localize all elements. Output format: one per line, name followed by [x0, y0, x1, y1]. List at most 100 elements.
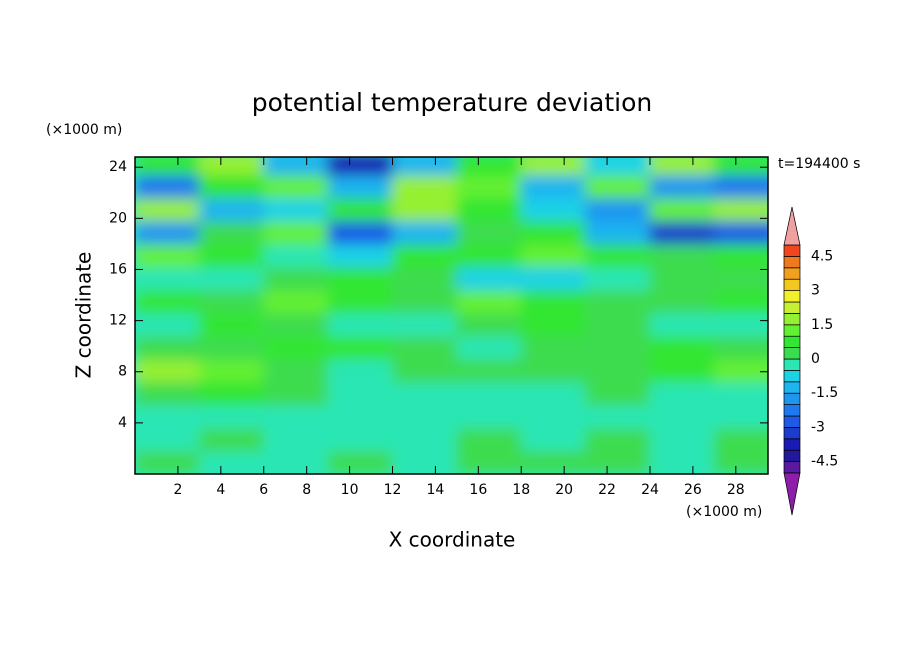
x-unit: (×1000 m): [686, 504, 762, 520]
colorbar-label: -4.5: [811, 454, 838, 470]
x-tick-label: 2: [173, 482, 182, 498]
field-cell: [391, 197, 458, 222]
y-tick-label: 16: [109, 261, 127, 277]
field-cell: [520, 312, 587, 337]
x-tick-label: 14: [426, 482, 444, 498]
colorbar-extend-high: [783, 206, 801, 246]
colorbar-box: [783, 244, 801, 257]
field-cell: [713, 174, 768, 199]
field-cell: [713, 450, 768, 474]
field-cell: [135, 197, 200, 222]
field-cell: [456, 220, 522, 245]
field-cell: [263, 404, 329, 429]
colorbar-box: [783, 290, 801, 303]
field-cell: [135, 381, 200, 406]
field-cell: [520, 174, 587, 199]
colorbar-label: 4.5: [811, 248, 833, 264]
field-cell: [391, 404, 458, 429]
x-tick-label: 28: [727, 482, 745, 498]
colorbar-box: [783, 278, 801, 291]
field-cell: [456, 427, 522, 452]
field-cell: [263, 157, 329, 176]
field-cell: [456, 312, 522, 337]
field-cell: [198, 404, 265, 429]
field-cell: [520, 358, 587, 383]
field-cell: [263, 312, 329, 337]
field-cell: [585, 450, 651, 474]
field-cell: [135, 312, 200, 337]
field-cell: [713, 243, 768, 268]
y-tick-label: 20: [109, 210, 127, 226]
field-cell: [391, 220, 458, 245]
colorbar-extend-low: [783, 472, 801, 516]
field-cell: [135, 157, 200, 176]
field-cell: [585, 220, 651, 245]
field-cell: [135, 289, 200, 314]
field-cell: [585, 157, 651, 176]
field-cell: [263, 266, 329, 291]
field-cell: [520, 266, 587, 291]
field-cell: [520, 335, 587, 360]
field-cell: [327, 174, 393, 199]
field-cell: [713, 266, 768, 291]
field-cell: [263, 220, 329, 245]
colorbar-box: [783, 358, 801, 371]
colorbar-box: [783, 427, 801, 440]
field-cell: [198, 427, 265, 452]
field-cell: [520, 381, 587, 406]
field-cell: [263, 174, 329, 199]
field-cell: [649, 335, 715, 360]
field-cell: [198, 197, 265, 222]
field-cell: [198, 289, 265, 314]
field-cell: [135, 243, 200, 268]
field-cell: [198, 243, 265, 268]
colorbar-box: [783, 267, 801, 280]
field-cell: [263, 427, 329, 452]
field-cell: [135, 266, 200, 291]
field-cell: [520, 427, 587, 452]
field-cell: [713, 157, 768, 176]
field-cell: [135, 335, 200, 360]
field-cell: [327, 197, 393, 222]
field-cell: [391, 450, 458, 474]
field-cell: [135, 404, 200, 429]
colorbar-label: 0: [811, 351, 820, 367]
field-cell: [391, 266, 458, 291]
field-cell: [327, 289, 393, 314]
field-cell: [456, 289, 522, 314]
field-cell: [391, 335, 458, 360]
field-cell: [327, 266, 393, 291]
field-cell: [327, 381, 393, 406]
x-tick-label: 24: [641, 482, 659, 498]
field-cell: [456, 358, 522, 383]
colorbar-box: [783, 381, 801, 394]
colorbar-box: [783, 438, 801, 451]
colorbar-box: [783, 392, 801, 405]
field-cell: [456, 197, 522, 222]
field-cell: [456, 404, 522, 429]
x-tick-label: 4: [216, 482, 225, 498]
x-tick-label: 26: [684, 482, 702, 498]
field-cell: [327, 404, 393, 429]
field-cell: [198, 266, 265, 291]
field-cell: [520, 220, 587, 245]
field-cell: [327, 220, 393, 245]
x-tick-label: 16: [469, 482, 487, 498]
field-cell: [456, 157, 522, 176]
plot-frame: [134, 156, 769, 475]
field-cell: [649, 427, 715, 452]
colorbar-box: [783, 370, 801, 383]
field-cell: [520, 197, 587, 222]
field-cell: [391, 243, 458, 268]
field-cell: [263, 243, 329, 268]
field-cell: [713, 312, 768, 337]
field-cell: [327, 335, 393, 360]
field-cell: [263, 335, 329, 360]
field-cell: [520, 450, 587, 474]
field-cell: [327, 243, 393, 268]
y-tick-label: 12: [109, 313, 127, 329]
x-tick-label: 6: [259, 482, 268, 498]
field-cell: [649, 358, 715, 383]
field-cell: [649, 266, 715, 291]
